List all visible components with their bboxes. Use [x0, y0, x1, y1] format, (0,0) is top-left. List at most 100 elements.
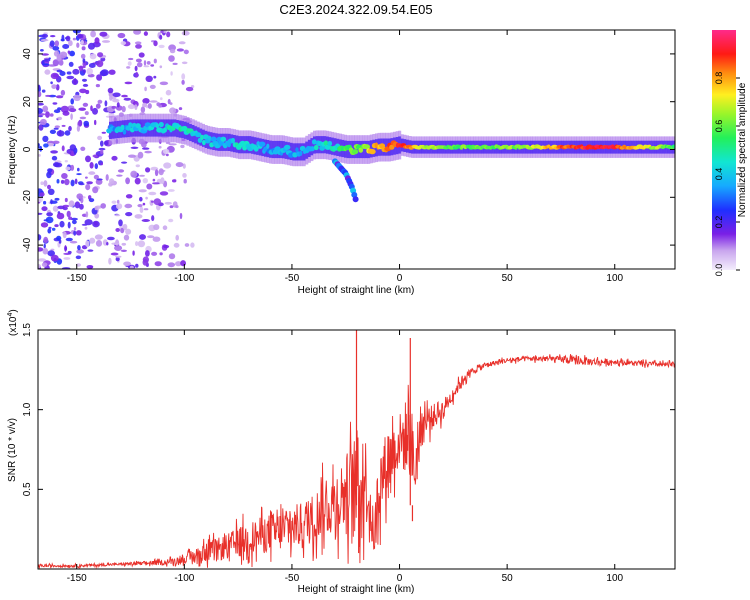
heatmap-speckle: [93, 221, 98, 226]
heatmap-speckle: [76, 42, 80, 48]
heatmap-ridge-cell: [220, 136, 227, 142]
heatmap-speckle: [165, 141, 171, 145]
heatmap-speckle: [68, 61, 74, 67]
heatmap-speckle: [149, 100, 158, 103]
heatmap-speckle: [86, 181, 93, 185]
heatmap-speckle: [73, 151, 77, 155]
heatmap-ridge-cell: [389, 144, 395, 150]
heatmap-speckle: [147, 235, 155, 239]
heatmap-speckle: [51, 227, 56, 231]
heatmap-speckle: [65, 35, 71, 42]
heatmap-x-label: Height of straight line (km): [298, 285, 415, 296]
heatmap-speckle: [170, 71, 173, 76]
heatmap-speckle: [70, 98, 74, 105]
heatmap-speckle: [57, 107, 62, 111]
heatmap-speckle: [95, 240, 103, 247]
heatmap-speckle: [94, 163, 99, 170]
heatmap-ridge-cell: [158, 121, 164, 128]
heatmap-speckle: [172, 179, 177, 183]
heatmap-y-tick-label: 0: [22, 146, 33, 152]
heatmap-speckle: [149, 199, 154, 206]
heatmap-speckle: [183, 178, 187, 184]
heatmap-speckle: [100, 162, 104, 166]
heatmap-speckle: [117, 169, 125, 173]
heatmap-speckle: [125, 177, 130, 185]
heatmap-speckle: [42, 135, 49, 143]
heatmap-speckle: [42, 105, 49, 113]
heatmap-speckle: [38, 107, 43, 114]
heatmap-speckle: [52, 102, 58, 105]
heatmap-speckle: [183, 49, 189, 55]
heatmap-speckle: [116, 102, 120, 108]
heatmap-speckle: [128, 57, 134, 61]
heatmap-speckle: [76, 263, 81, 267]
heatmap-speckle: [45, 111, 50, 118]
heatmap-speckle: [49, 40, 55, 47]
heatmap-speckle: [84, 219, 93, 226]
heatmap-branch-cell: [352, 196, 359, 203]
heatmap-speckle: [52, 205, 59, 212]
heatmap-speckle: [123, 97, 132, 101]
heatmap-speckle: [159, 252, 163, 256]
heatmap-ridge-band: [313, 136, 316, 154]
heatmap-speckle: [58, 239, 62, 244]
heatmap-ridge-cell: [284, 144, 291, 150]
heatmap-speckle: [160, 30, 164, 34]
heatmap-speckle: [79, 116, 87, 120]
heatmap-speckle: [146, 183, 153, 190]
heatmap-speckle: [59, 220, 65, 228]
heatmap-speckle: [181, 61, 188, 65]
heatmap-speckle: [40, 49, 44, 52]
heatmap-speckle: [60, 89, 66, 96]
heatmap-speckle: [149, 84, 156, 89]
heatmap-speckle: [41, 262, 48, 268]
heatmap-speckle: [43, 143, 49, 148]
heatmap-speckle: [104, 100, 108, 107]
heatmap-ridge-cell: [208, 135, 212, 141]
heatmap-speckle: [109, 178, 115, 185]
heatmap-speckle: [50, 72, 59, 80]
heatmap-speckle: [56, 69, 63, 73]
heatmap-speckle: [82, 102, 89, 107]
snr-x-tick-label: -100: [174, 573, 194, 584]
heatmap-speckle: [115, 228, 120, 232]
heatmap-speckle: [132, 250, 135, 256]
heatmap-speckle: [175, 162, 184, 168]
heatmap-speckle: [106, 242, 109, 246]
heatmap-speckle: [79, 203, 84, 210]
heatmap-ridge-cell: [218, 140, 225, 146]
heatmap-speckle: [68, 40, 73, 47]
heatmap-speckle: [100, 140, 104, 147]
heatmap-speckle: [96, 74, 103, 81]
heatmap-x-tick-label: 0: [397, 273, 403, 284]
heatmap-speckle: [88, 171, 96, 175]
heatmap-speckle: [175, 205, 179, 209]
colorbar-tick-label: 0.0: [714, 264, 724, 277]
heatmap-speckle: [69, 50, 75, 57]
heatmap-ridge-band: [160, 119, 164, 137]
heatmap-speckle: [73, 78, 77, 85]
heatmap-speckle: [63, 257, 71, 260]
heatmap-speckle: [180, 260, 187, 267]
heatmap-speckle: [168, 143, 177, 146]
heatmap-speckle: [134, 177, 141, 185]
heatmap-speckle: [182, 173, 187, 178]
snr-multiplier-base: (x10: [8, 316, 19, 336]
svg-text:(x104): (x104): [7, 309, 19, 336]
heatmap-speckle: [116, 199, 120, 204]
heatmap-speckle: [112, 92, 121, 98]
heatmap-speckle: [85, 211, 89, 218]
colorbar-label: Normalized spectral amplitude: [737, 82, 748, 217]
heatmap-speckle: [42, 247, 49, 255]
heatmap-speckle: [135, 263, 139, 268]
heatmap-speckle: [128, 154, 136, 158]
heatmap-speckle: [65, 166, 71, 171]
heatmap-x-ticks: -150 -100 -50 0 50 100: [67, 30, 624, 284]
heatmap-speckle: [46, 171, 52, 179]
heatmap-speckle: [51, 155, 58, 161]
colorbar: 0.0 0.2 0.4 0.6 0.8 Normalized spectral ampl…: [712, 30, 748, 276]
heatmap-speckle: [43, 243, 46, 249]
heatmap-y-tick-label: -40: [22, 237, 33, 252]
heatmap-speckle: [135, 71, 139, 78]
